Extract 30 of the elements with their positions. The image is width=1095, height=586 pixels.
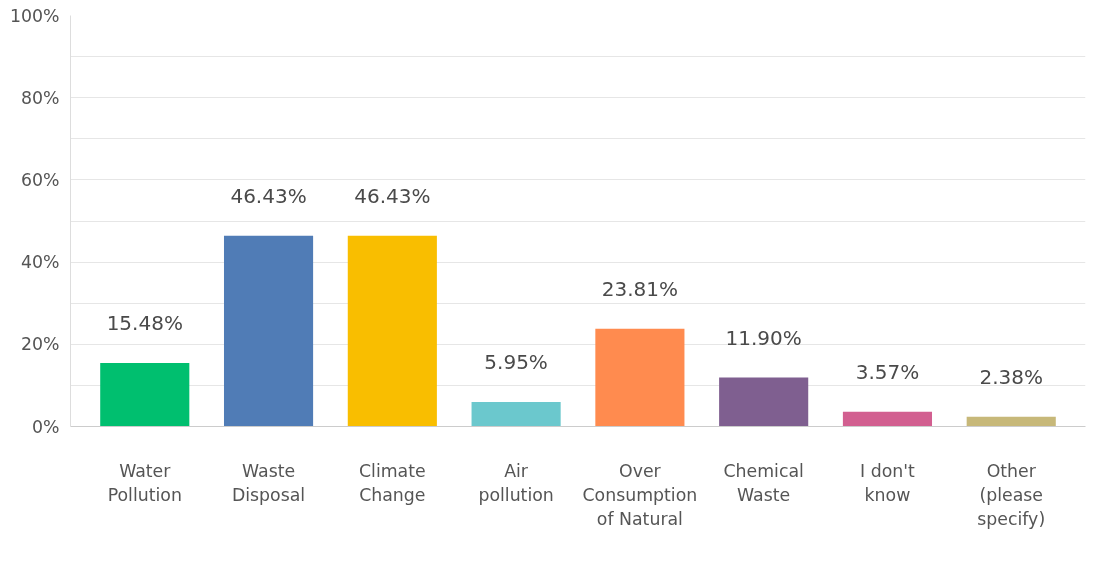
y-tick-label: 60% (20, 169, 60, 190)
bar (471, 402, 561, 427)
x-tick-label: Climate Change (358, 460, 426, 505)
data-label: 2.38% (979, 364, 1044, 389)
bar (347, 235, 437, 427)
y-tick-label: 100% (9, 5, 60, 26)
data-label: 3.57% (855, 359, 920, 384)
data-label: 46.43% (354, 183, 431, 208)
x-tick-label: I don't know (860, 460, 916, 505)
x-tick-label: Waste Disposal (231, 460, 306, 505)
x-tick-label: Other (please specify) (977, 460, 1046, 529)
data-label: 11.90% (725, 325, 802, 350)
y-tick-label: 40% (20, 252, 60, 273)
x-tick-label: Water Pollution (107, 460, 182, 505)
y-tick-label: 20% (20, 334, 60, 355)
data-label: 5.95% (484, 350, 548, 375)
y-tick-label: 80% (20, 87, 60, 108)
bar (719, 377, 809, 427)
data-label: 46.43% (230, 183, 307, 208)
bar (223, 235, 314, 427)
data-label: 23.81% (601, 276, 679, 301)
bar (100, 362, 190, 427)
y-tick-label: 0% (32, 416, 60, 437)
bar (842, 411, 933, 427)
data-label: 15.48% (106, 310, 183, 335)
x-tick-label: Over Consumption of Natural (582, 460, 698, 529)
x-tick-label: Chemical Waste (723, 460, 804, 505)
bar (966, 416, 1056, 427)
bar (595, 328, 685, 427)
x-tick-label: Air pollution (478, 460, 554, 505)
